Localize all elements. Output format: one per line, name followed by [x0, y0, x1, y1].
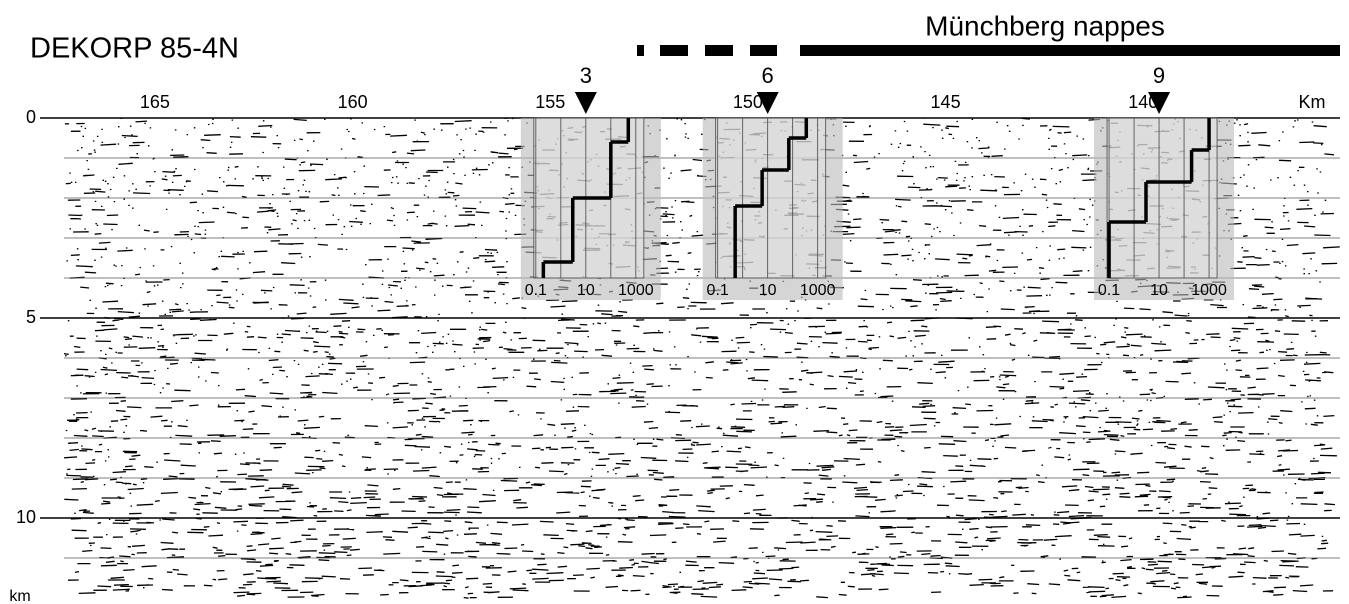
station-marker: [756, 92, 779, 114]
inset-tick-label: 0.1: [707, 282, 729, 299]
inset-plot: [715, 117, 827, 279]
station-marker: [574, 92, 597, 114]
distance-tick-label: 150: [733, 92, 763, 112]
station-label: 9: [1153, 63, 1165, 88]
depth-tick-label: 5: [26, 307, 36, 327]
station-label: 3: [580, 63, 592, 88]
inset-tick-label: 10: [577, 282, 595, 299]
station-marker: [1148, 92, 1171, 114]
inset: 0.1 10 1000: [520, 117, 661, 300]
nappe-bar: [637, 45, 1340, 56]
figure-title: DEKORP 85-4N: [30, 33, 239, 65]
bar-dash: [705, 45, 733, 56]
nappe-label: Münchberg nappes: [925, 10, 1165, 41]
station-label: 6: [762, 63, 774, 88]
distance-tick-label: 160: [338, 92, 368, 112]
inset-tick-label: 0.1: [525, 282, 547, 299]
inset: 0.1 10 1000: [702, 117, 843, 300]
bar-dash: [637, 45, 644, 56]
distance-tick-label: 165: [140, 92, 170, 112]
bar-dash: [750, 45, 777, 56]
inset-tick-label: 0.1: [1098, 282, 1120, 299]
inset: 0.1 10 1000: [1094, 117, 1235, 300]
bar-dash: [660, 45, 688, 56]
depth-unit: km: [9, 588, 30, 604]
distance-tick-label: 145: [931, 92, 961, 112]
inset-plot: [1106, 117, 1218, 279]
depth-tick-label: 10: [16, 507, 36, 527]
inset-tick-label: 1000: [800, 282, 836, 299]
depth-tick-label: 0: [26, 107, 36, 127]
inset-tick-label: 1000: [1191, 282, 1227, 299]
inset-tick-label: 10: [1150, 282, 1168, 299]
inset-tick-label: 1000: [618, 282, 654, 299]
inset-tick-label: 10: [759, 282, 777, 299]
distance-unit: Km: [1299, 92, 1326, 112]
bar-solid: [800, 45, 1340, 56]
distance-tick-label: 155: [535, 92, 565, 112]
